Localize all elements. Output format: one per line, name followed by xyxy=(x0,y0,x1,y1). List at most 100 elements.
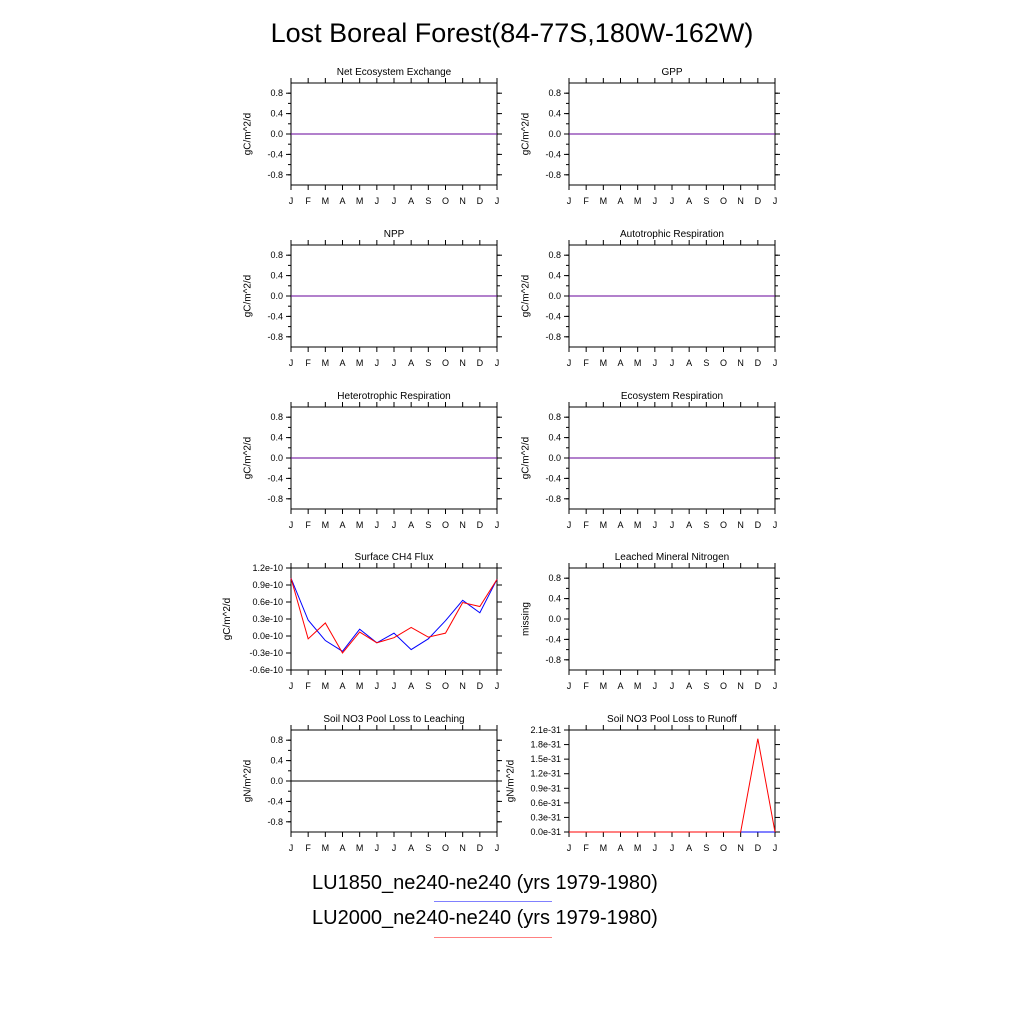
x-tick-label: S xyxy=(425,843,431,853)
y-axis-label: gC/m^2/d xyxy=(521,275,532,318)
x-tick-label: D xyxy=(755,196,762,206)
y-tick-label: -0.8 xyxy=(545,655,561,665)
x-tick-label: A xyxy=(686,843,692,853)
x-tick-label: A xyxy=(686,196,692,206)
x-tick-label: J xyxy=(392,843,397,853)
y-axis-label: gC/m^2/d xyxy=(521,437,532,480)
panel-heterotrophic-respiration: J F M A M J J A S O N D J-0.8-0.40.00.40.8Heterotrop… xyxy=(243,391,502,530)
x-tick-label: J xyxy=(495,358,500,368)
x-tick-label: M xyxy=(356,681,364,691)
y-tick-label: 0.0 xyxy=(270,129,283,139)
x-tick-label: M xyxy=(600,196,608,206)
x-tick-label: F xyxy=(305,358,311,368)
x-tick-label: J xyxy=(773,681,778,691)
panel-title: Surface CH4 Flux xyxy=(355,552,434,563)
x-tick-label: J xyxy=(567,196,572,206)
x-tick-label: S xyxy=(703,681,709,691)
y-tick-label: 0.4 xyxy=(270,271,283,281)
page-title: Lost Boreal Forest(84-77S,180W-162W) xyxy=(270,18,754,48)
series-line-2 xyxy=(569,738,776,833)
x-tick-label: D xyxy=(755,358,762,368)
y-tick-label: 0.0 xyxy=(548,291,561,301)
x-tick-label: O xyxy=(720,196,727,206)
x-tick-label: J xyxy=(653,358,658,368)
x-tick-label: M xyxy=(356,196,364,206)
x-tick-label: J xyxy=(670,196,675,206)
x-tick-label: O xyxy=(442,681,449,691)
y-tick-label: 0.0 xyxy=(270,776,283,786)
y-tick-label: 0.4 xyxy=(548,271,561,281)
x-tick-label: N xyxy=(737,520,744,530)
y-tick-label: -0.8 xyxy=(267,817,283,827)
x-tick-label: N xyxy=(459,520,466,530)
x-tick-label: A xyxy=(686,358,692,368)
x-tick-label: N xyxy=(737,196,744,206)
y-tick-label: 0.6e-31 xyxy=(530,798,561,808)
x-tick-label: M xyxy=(322,358,330,368)
x-tick-label: J xyxy=(495,520,500,530)
y-tick-label: -0.4 xyxy=(545,311,561,321)
x-tick-label: O xyxy=(720,520,727,530)
y-tick-label: -0.4 xyxy=(545,634,561,644)
x-tick-label: M xyxy=(322,843,330,853)
x-tick-label: D xyxy=(477,358,484,368)
y-tick-label: -0.3e-10 xyxy=(249,648,283,658)
y-tick-label: 0.8 xyxy=(270,88,283,98)
x-tick-label: S xyxy=(703,358,709,368)
x-tick-label: N xyxy=(737,681,744,691)
x-tick-label: F xyxy=(583,520,589,530)
x-tick-label: J xyxy=(653,681,658,691)
panel-title: Soil NO3 Pool Loss to Runoff xyxy=(607,714,737,725)
x-tick-label: M xyxy=(322,196,330,206)
panel-autotrophic-respiration: J F M A M J J A S O N D J-0.8-0.40.00.40.8Autotrophi… xyxy=(521,229,780,368)
plot-frame xyxy=(568,567,776,671)
x-tick-label: J xyxy=(375,520,380,530)
x-tick-label: J xyxy=(495,681,500,691)
x-tick-label: F xyxy=(583,358,589,368)
x-tick-label: J xyxy=(375,196,380,206)
y-tick-label: -0.8 xyxy=(545,494,561,504)
panel-title: Autotrophic Respiration xyxy=(620,229,724,240)
x-tick-label: M xyxy=(600,358,608,368)
x-tick-label: A xyxy=(686,681,692,691)
y-axis-label: gC/m^2/d xyxy=(521,113,532,156)
y-axis-label: gC/m^2/d xyxy=(243,113,254,156)
x-tick-label: F xyxy=(583,196,589,206)
plot-frame xyxy=(568,729,776,833)
y-tick-label: 0.8 xyxy=(270,735,283,745)
x-tick-label: J xyxy=(773,358,778,368)
x-tick-label: J xyxy=(653,520,658,530)
x-tick-label: J xyxy=(567,520,572,530)
y-tick-label: 0.0 xyxy=(548,614,561,624)
y-tick-label: 1.2e-10 xyxy=(252,563,283,573)
y-tick-label: 0.6e-10 xyxy=(252,597,283,607)
x-tick-label: J xyxy=(773,196,778,206)
x-tick-label: N xyxy=(737,843,744,853)
series-line-2 xyxy=(290,578,498,654)
y-tick-label: 0.3e-31 xyxy=(530,812,561,822)
y-tick-label: 0.4 xyxy=(548,594,561,604)
panel-title: Net Ecosystem Exchange xyxy=(337,67,452,78)
y-tick-label: -0.4 xyxy=(267,796,283,806)
y-tick-label: 0.0 xyxy=(548,453,561,463)
x-tick-label: N xyxy=(459,843,466,853)
y-tick-label: 1.8e-31 xyxy=(530,740,561,750)
legend-entry-1-line xyxy=(434,901,552,902)
y-tick-label: 0.0 xyxy=(270,453,283,463)
x-tick-label: M xyxy=(356,520,364,530)
y-axis-label: gN/m^2/d xyxy=(243,760,254,803)
x-tick-label: O xyxy=(720,681,727,691)
x-tick-label: J xyxy=(392,520,397,530)
x-tick-label: O xyxy=(720,843,727,853)
x-tick-label: D xyxy=(477,196,484,206)
y-tick-label: 0.8 xyxy=(548,412,561,422)
x-tick-label: N xyxy=(737,358,744,368)
y-tick-label: 1.5e-31 xyxy=(530,754,561,764)
x-tick-label: M xyxy=(322,681,330,691)
x-tick-label: S xyxy=(425,681,431,691)
x-tick-label: O xyxy=(442,843,449,853)
x-tick-label: M xyxy=(600,520,608,530)
y-tick-label: 1.2e-31 xyxy=(530,769,561,779)
